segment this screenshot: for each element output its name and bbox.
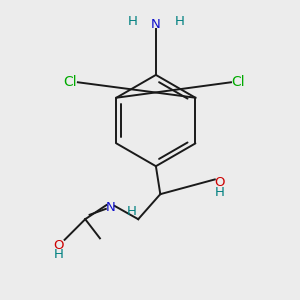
Text: N: N	[151, 18, 161, 32]
Text: H: H	[175, 15, 184, 28]
Text: H: H	[128, 15, 137, 28]
Text: H: H	[54, 248, 64, 261]
Text: N: N	[105, 201, 115, 214]
Text: O: O	[214, 176, 224, 189]
Text: H: H	[126, 205, 136, 218]
Text: Cl: Cl	[64, 75, 77, 89]
Text: Cl: Cl	[232, 75, 245, 89]
Text: O: O	[53, 239, 64, 252]
Text: H: H	[214, 186, 224, 199]
